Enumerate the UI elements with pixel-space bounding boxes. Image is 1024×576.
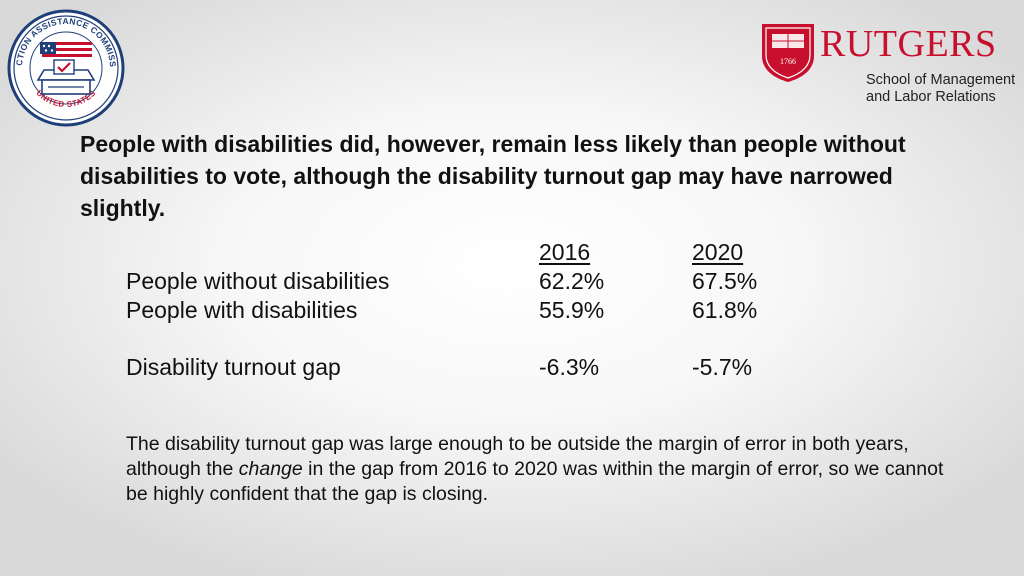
note-text-part-1: The disability turnout gap was large eno… <box>126 433 909 480</box>
rutgers-school-name: School of Management and Labor Relations <box>866 72 1015 106</box>
slide-headline: People with disabilities did, however, r… <box>80 131 906 221</box>
rutgers-logo: 1766 RUTGERS School of Management and La… <box>760 22 1016 108</box>
note-emphasis-change: change <box>238 458 303 480</box>
row-label-turnout-gap: Disability turnout gap <box>126 354 341 380</box>
row-label-with-disabilities: People with disabilities <box>126 297 358 323</box>
table-header-year-2016: 2016 <box>539 239 591 265</box>
row-label-without-disabilities: People without disabilities <box>126 268 390 294</box>
rutgers-school-line-1: School of Management <box>866 72 1016 88</box>
value-without-disabilities-2020: 67.5% <box>692 268 758 294</box>
value-with-disabilities-2020: 61.8% <box>692 297 758 323</box>
note-text-part-2: in the gap from 2016 to 2020 was within … <box>126 458 944 505</box>
value-without-disabilities-2016: 62.2% <box>539 268 605 294</box>
rutgers-wordmark: RUTGERS <box>820 23 997 65</box>
margin-of-error-note: The disability turnout gap was large eno… <box>126 432 956 507</box>
svg-text:1766: 1766 <box>780 57 796 66</box>
election-assistance-commission-seal-icon: ELECTION ASSISTANCE COMMISSION UNITED ST… <box>6 8 125 127</box>
rutgers-school-line-2: and Labor Relations <box>866 89 996 105</box>
rutgers-shield-icon: 1766 <box>762 24 814 82</box>
value-with-disabilities-2016: 55.9% <box>539 297 605 323</box>
value-turnout-gap-2016: -6.3% <box>539 354 600 380</box>
value-turnout-gap-2020: -5.7% <box>692 354 753 380</box>
table-header-year-2020: 2020 <box>692 239 744 265</box>
